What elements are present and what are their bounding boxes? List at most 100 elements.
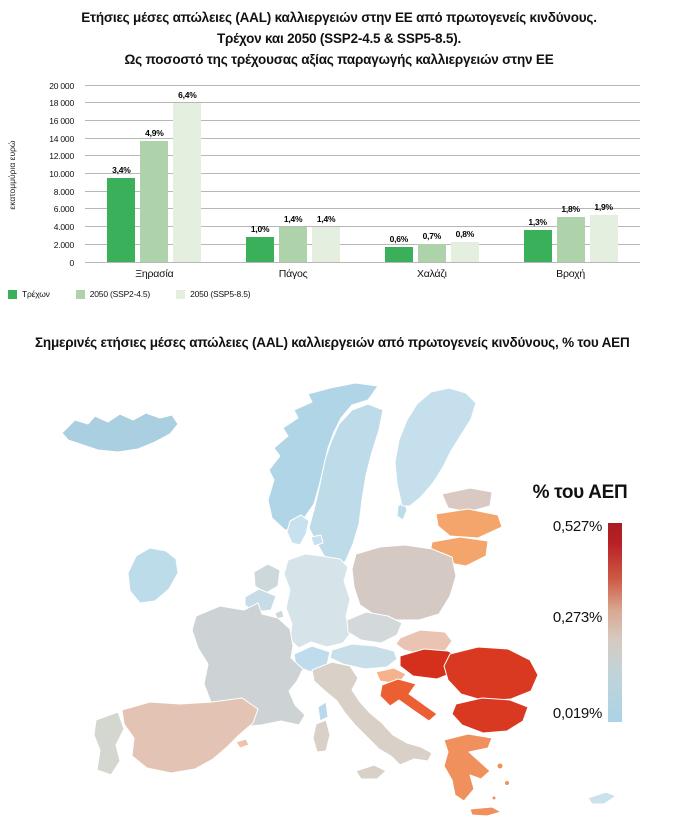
- bar-value-label: 0,8%: [455, 229, 475, 240]
- bar-value-label: 1,3%: [528, 216, 547, 227]
- gridline: [85, 173, 640, 174]
- islands-balearic: [235, 738, 250, 749]
- island-crete: [469, 806, 502, 817]
- country-croatia: [379, 678, 438, 722]
- map-section: Σημερινές ετήσιες μέσες απώλειες (AAL) κ…: [0, 330, 678, 818]
- map-legend-title: % του ΑΕΠ: [532, 482, 628, 503]
- islands-aegean: [491, 795, 497, 801]
- europe-choropleth-map: [61, 382, 617, 817]
- country-germany: [283, 553, 353, 649]
- x-category-label: Πάγος: [278, 268, 308, 280]
- gridline: [85, 226, 640, 228]
- country-ireland: [127, 547, 179, 604]
- legend-swatch: [8, 289, 17, 299]
- y-tick-label: 8.000: [53, 186, 74, 197]
- bar-3-1: [173, 102, 202, 262]
- map-legend-max-value: 0,527%: [552, 518, 602, 535]
- y-tick-label: 12.000: [49, 151, 74, 162]
- y-tick-label: 20 000: [49, 80, 74, 91]
- bar-value-label: 1,0%: [250, 224, 270, 235]
- country-greece: [443, 733, 493, 802]
- country-france: [191, 602, 306, 728]
- bar-1-4: [523, 229, 552, 262]
- bar-2-1: [140, 140, 169, 262]
- x-category-label: Χαλάζι: [416, 268, 447, 280]
- bar-value-label: 1,8%: [561, 204, 580, 215]
- gridline: [85, 137, 640, 139]
- country-austria: [329, 643, 398, 670]
- legend-swatch: [75, 289, 85, 299]
- gridline: [85, 190, 640, 192]
- gridline: [85, 208, 640, 210]
- bar-value-label: 4,9%: [145, 127, 164, 138]
- bar-value-label: 1,9%: [594, 202, 613, 213]
- country-netherlands: [253, 563, 281, 594]
- gridline: [85, 155, 640, 157]
- y-tick-label: 0: [69, 257, 74, 268]
- legend-item: 2050 (SSP2-4.5): [75, 289, 151, 299]
- country-portugal: [93, 711, 125, 776]
- y-tick-label: 2.000: [53, 239, 74, 250]
- legend-label: 2050 (SSP2-4.5): [89, 289, 151, 299]
- country-denmark: [286, 514, 310, 546]
- y-tick-label: 6.000: [53, 204, 74, 215]
- bar-value-label: 0,7%: [422, 231, 442, 242]
- y-tick-label: 18 000: [49, 98, 74, 109]
- country-iceland: [61, 412, 179, 453]
- chart-title-line3: Ως ποσοστό της τρέχουσας αξίας παραγωγής…: [124, 51, 554, 67]
- y-tick-label: 4.000: [53, 222, 74, 233]
- bar-chart-section: Ετήσιες μέσες απώλειες (AAL) καλλιεργειώ…: [0, 0, 678, 330]
- island-sicily: [355, 764, 387, 780]
- map-legend-mid-value: 0,273%: [552, 609, 602, 626]
- bar-3-3: [450, 242, 479, 262]
- island-sardinia: [312, 719, 331, 753]
- country-bulgaria: [451, 697, 529, 734]
- islands-aegean: [504, 780, 510, 786]
- country-italy: [311, 661, 433, 766]
- bar-value-label: 3,4%: [112, 164, 131, 175]
- chart-title-line1: Ετήσιες μέσες απώλειες (AAL) καλλιεργειώ…: [81, 10, 597, 25]
- gridline: [85, 261, 640, 263]
- country-romania: [443, 646, 539, 702]
- x-category-label: Βροχή: [556, 268, 586, 280]
- bar-1-1: [107, 177, 136, 262]
- gridline: [85, 119, 640, 121]
- country-spain: [121, 697, 259, 774]
- map-legend-gradient-bar: [608, 523, 622, 722]
- bar-1-3: [384, 246, 413, 262]
- bar-1-2: [246, 237, 275, 262]
- country-estonia: [441, 487, 493, 513]
- bar-2-3: [417, 244, 446, 262]
- map-title: Σημερινές ετήσιες μέσες απώλειες (AAL) κ…: [35, 335, 630, 350]
- islands-denmark: [310, 534, 324, 547]
- legend-item: Τρέχων: [8, 289, 50, 299]
- bar-2-2: [279, 227, 308, 262]
- plot-area: 3,4% 4,9% 6,4% Ξηρασία 1,0% 1,4% 1,4% Πάγος 0,6%…: [85, 84, 640, 280]
- bar-3-2: [312, 227, 341, 262]
- chart-title-line2: Τρέχον και 2050 (SSP2-4.5 & SSP5-8.5).: [216, 30, 462, 46]
- y-axis-ticks: 20 000 18 000 16 000 14 000 12.000 10.000 8.00…: [0, 81, 80, 268]
- country-finland: [394, 387, 477, 507]
- gridline: [85, 84, 640, 86]
- gridline: [85, 243, 640, 245]
- y-tick-label: 16 000: [49, 115, 74, 126]
- island-corsica: [317, 701, 329, 722]
- chart-title: Ετήσιες μέσες απώλειες (AAL) καλλιεργειώ…: [0, 8, 678, 71]
- gridline: [85, 102, 640, 104]
- chart-legend: Τρέχων 2050 (SSP2-4.5) 2050 (SSP5-8.5): [8, 289, 251, 299]
- country-latvia: [435, 508, 503, 539]
- x-category-label: Ξηρασία: [135, 268, 174, 280]
- bar-value-label: 1,4%: [283, 214, 303, 225]
- bar-value-label: 6,4%: [178, 89, 197, 100]
- country-luxembourg: [274, 609, 285, 620]
- legend-item: 2050 (SSP5-8.5): [176, 289, 251, 299]
- country-czechia: [346, 611, 403, 644]
- legend-label: 2050 (SSP5-8.5): [190, 289, 251, 299]
- map-legend-min-value: 0,019%: [552, 705, 602, 722]
- y-tick-label: 10.000: [49, 169, 74, 179]
- legend-swatch: [176, 289, 186, 299]
- bar-value-label: 1,4%: [316, 214, 336, 225]
- bar-2-4: [556, 217, 585, 262]
- islands-aegean: [496, 762, 504, 770]
